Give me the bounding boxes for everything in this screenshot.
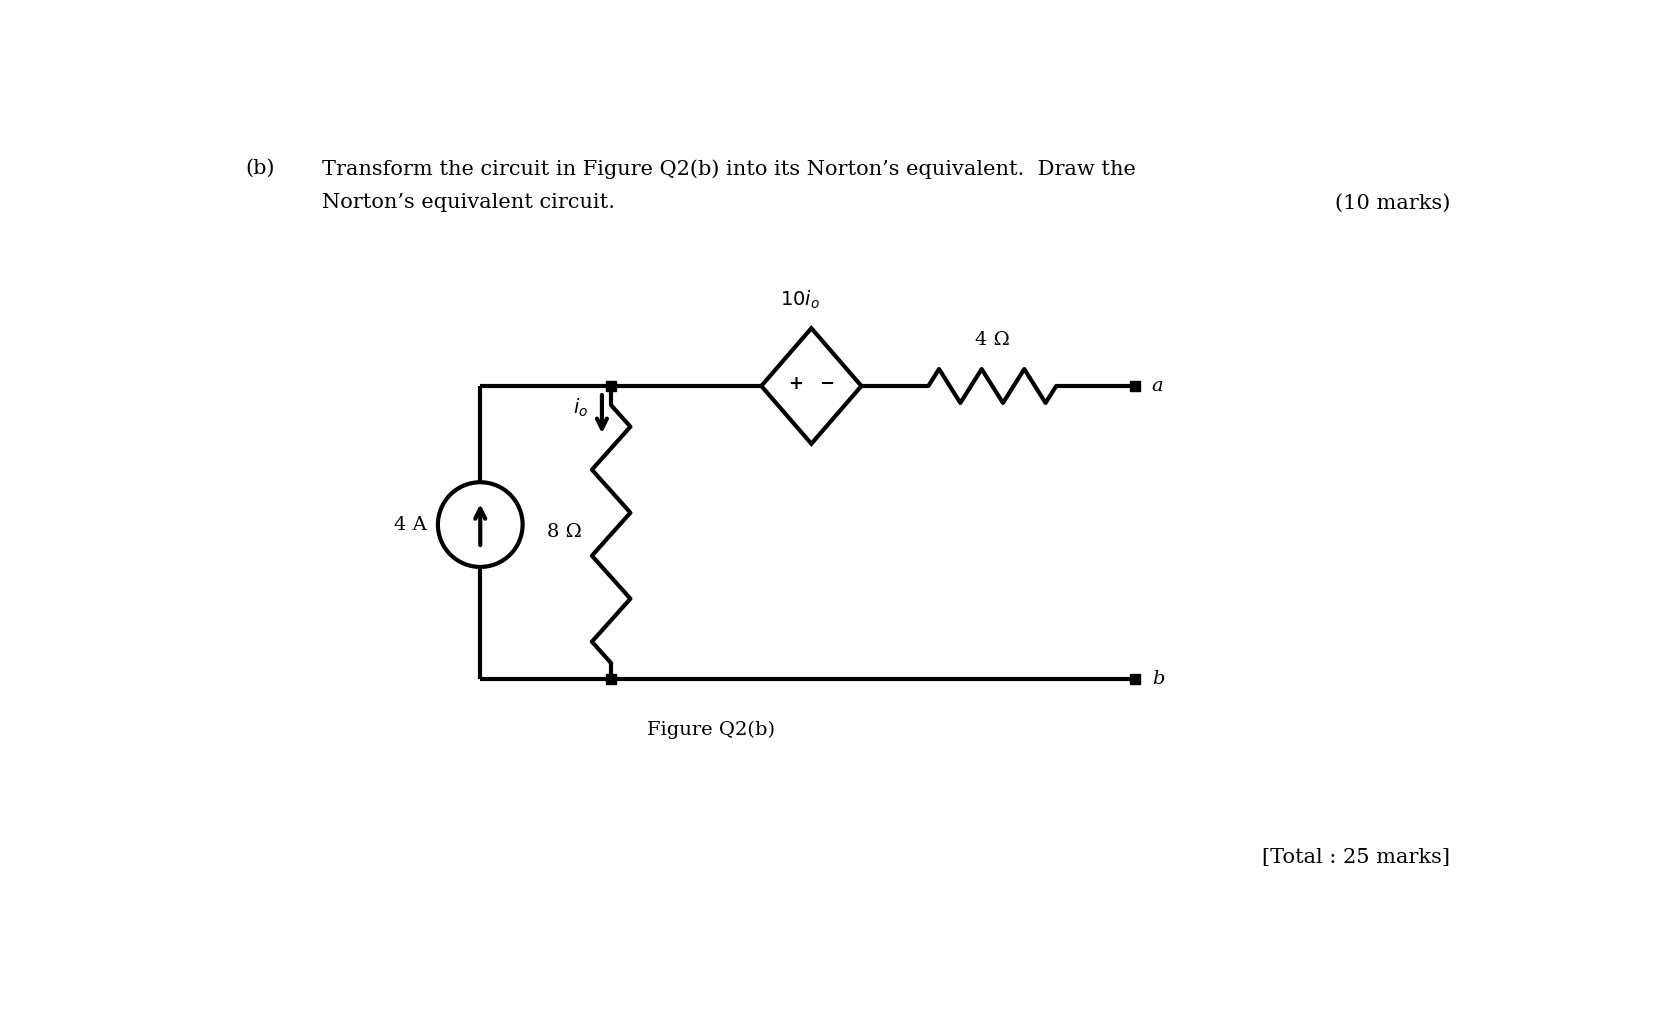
Text: (b): (b)	[245, 158, 274, 178]
Text: Transform the circuit in Figure Q2(b) into its Norton’s equivalent.  Draw the: Transform the circuit in Figure Q2(b) in…	[322, 158, 1136, 179]
Text: [Total : 25 marks]: [Total : 25 marks]	[1263, 848, 1450, 868]
Bar	[607, 673, 617, 684]
Bar	[1129, 673, 1141, 684]
Text: $i_o$: $i_o$	[574, 397, 588, 419]
Bar	[607, 381, 617, 391]
Text: a: a	[1152, 377, 1164, 394]
Text: −: −	[820, 375, 835, 393]
Text: Figure Q2(b): Figure Q2(b)	[648, 721, 775, 739]
Text: b: b	[1152, 669, 1164, 688]
Bar	[1129, 381, 1141, 391]
Text: 4 A: 4 A	[393, 515, 426, 533]
Text: 4 Ω: 4 Ω	[975, 331, 1010, 350]
Text: (10 marks): (10 marks)	[1336, 193, 1450, 213]
Text: +: +	[788, 375, 803, 393]
Text: Norton’s equivalent circuit.: Norton’s equivalent circuit.	[322, 193, 615, 213]
Text: $10i_o$: $10i_o$	[780, 289, 820, 312]
Text: 8 Ω: 8 Ω	[547, 523, 582, 542]
